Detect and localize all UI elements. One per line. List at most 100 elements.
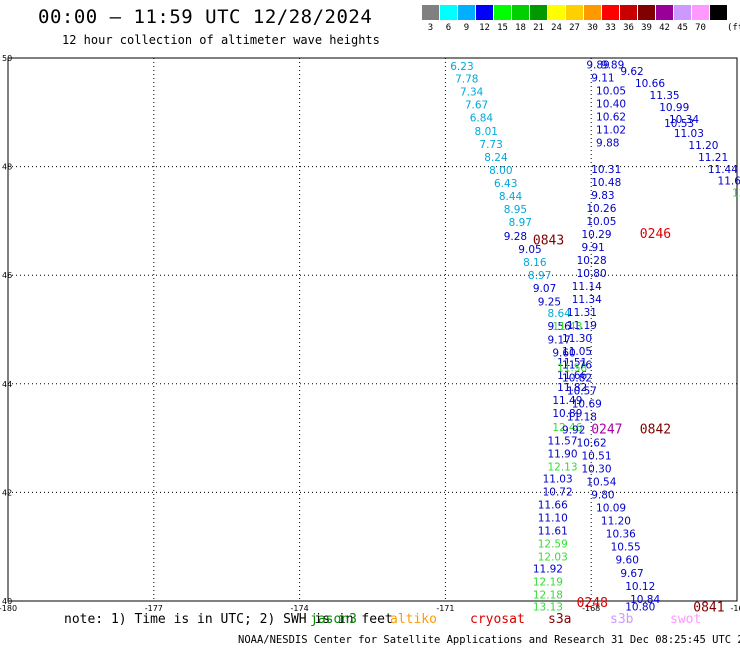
wave-height-value: 9.88 bbox=[596, 138, 619, 150]
wave-height-value: 10.80 bbox=[577, 268, 607, 280]
legend-swatch bbox=[440, 5, 457, 20]
pass-time-label: 0841 bbox=[693, 601, 724, 616]
wave-height-value: 11.43 bbox=[552, 321, 582, 333]
latitude-tick-label: 50 bbox=[2, 54, 12, 63]
satellite-name-s3b: s3b bbox=[610, 612, 634, 627]
wave-height-value: 9.17 bbox=[547, 334, 570, 346]
wave-height-value: 10.72 bbox=[543, 486, 573, 498]
wave-height-value: 11.34 bbox=[572, 294, 602, 306]
pass-time-label: 0842 bbox=[640, 422, 671, 437]
wave-height-value: 10.62 bbox=[577, 437, 607, 449]
wave-height-value: 8.16 bbox=[523, 257, 547, 269]
pass-time-label: 0246 bbox=[640, 227, 671, 242]
wave-height-value: 12.59 bbox=[538, 538, 568, 550]
wave-height-value: 11.05 bbox=[562, 346, 592, 358]
wave-height-value: 10.53 bbox=[664, 118, 694, 130]
wave-height-value: 11.18 bbox=[567, 411, 597, 423]
wave-height-value: 6.23 bbox=[450, 61, 473, 73]
wave-height-value: 8.24 bbox=[484, 152, 508, 164]
wave-height-value: 11.02 bbox=[596, 125, 626, 137]
wave-height-value: 11.35 bbox=[650, 90, 680, 102]
legend-swatch bbox=[476, 5, 493, 20]
wave-height-value: 8.97 bbox=[528, 270, 551, 282]
wave-height-value: 8.64 bbox=[547, 308, 571, 320]
legend-unit: (ft) bbox=[727, 23, 740, 33]
satellite-name-s3a: s3a bbox=[548, 612, 572, 627]
wave-height-value: 10.57 bbox=[567, 385, 597, 397]
wave-height-value: 11.19 bbox=[567, 320, 597, 332]
wave-height-value: 9.11 bbox=[591, 73, 614, 85]
wave-height-value: 11.44 bbox=[708, 164, 738, 176]
longitude-tick-label: -177 bbox=[145, 604, 163, 613]
wave-height-value: 11.57 bbox=[547, 435, 577, 447]
wave-height-value: 10.09 bbox=[596, 503, 626, 515]
wave-height-value: 11.31 bbox=[567, 307, 597, 319]
legend-swatch bbox=[692, 5, 709, 20]
wave-height-value: 7.73 bbox=[479, 139, 502, 151]
wave-height-value: 10.51 bbox=[581, 450, 611, 462]
wave-height-value: 9.56 bbox=[547, 321, 571, 333]
legend-label: 24 bbox=[551, 23, 562, 33]
longitude-tick-label: -174 bbox=[291, 604, 309, 613]
legend-label: 42 bbox=[659, 23, 670, 33]
longitude-tick-label: -168 bbox=[582, 604, 600, 613]
wave-height-value: 9.89 bbox=[601, 60, 624, 72]
wave-height-value: 12.19 bbox=[533, 576, 563, 588]
legend-label: 9 bbox=[463, 23, 470, 33]
wave-height-value: 11.76 bbox=[562, 359, 592, 371]
wave-height-value: 9.91 bbox=[581, 242, 604, 254]
legend-label: 15 bbox=[497, 23, 508, 33]
legend-label: 33 bbox=[605, 23, 616, 33]
map-frame bbox=[7, 57, 738, 602]
wave-height-value: 8.44 bbox=[499, 191, 523, 203]
longitude-tick-label: -171 bbox=[436, 604, 454, 613]
wave-height-value: 7.78 bbox=[455, 74, 478, 86]
wave-height-value: 11.82 bbox=[557, 382, 587, 394]
latitude-tick-label: 46 bbox=[2, 271, 12, 280]
pass-time-label: 0248 bbox=[577, 596, 608, 611]
wave-height-value: 6.84 bbox=[470, 113, 494, 125]
wave-height-value: 10.69 bbox=[572, 398, 602, 410]
wave-height-value: 11.14 bbox=[572, 281, 602, 293]
wave-height-value: 11.66 bbox=[557, 370, 587, 382]
wave-height-value: 11.49 bbox=[552, 395, 582, 407]
wave-height-value: 10.05 bbox=[586, 216, 616, 228]
legend-label: 30 bbox=[587, 23, 598, 33]
wave-height-value: 11.58 bbox=[557, 363, 587, 375]
legend-label: 27 bbox=[569, 23, 580, 33]
wave-height-value: 11.60 bbox=[718, 176, 740, 188]
map-title: 00:00 – 11:59 UTC 12/28/2024 bbox=[38, 6, 373, 28]
wave-height-value: 12.18 bbox=[533, 589, 563, 601]
wave-height-value: 11.61 bbox=[538, 525, 568, 537]
legend-label: 12 bbox=[479, 23, 490, 33]
wave-height-value: 10.30 bbox=[581, 464, 611, 476]
legend-swatch bbox=[422, 5, 439, 20]
legend-swatch bbox=[602, 5, 619, 20]
legend-swatch bbox=[530, 5, 547, 20]
satellite-name-cryosat: cryosat bbox=[470, 612, 525, 627]
wave-height-value: 9.62 bbox=[620, 66, 643, 78]
wave-height-value: 11.20 bbox=[601, 516, 631, 528]
wave-height-value: 10.34 bbox=[669, 114, 699, 126]
wave-height-value: 10.40 bbox=[596, 99, 626, 111]
wave-height-value: 9.07 bbox=[533, 283, 556, 295]
wave-height-value: 12.13 bbox=[547, 461, 577, 473]
note-text: note: 1) Time is in UTC; 2) SWH is in fe… bbox=[64, 612, 393, 627]
legend-label: 36 bbox=[623, 23, 634, 33]
legend-swatch bbox=[494, 5, 511, 20]
wave-height-value: 11.30 bbox=[562, 333, 592, 345]
wave-height-value: 10.80 bbox=[625, 601, 655, 613]
wave-height-value: 7.67 bbox=[465, 100, 488, 112]
wave-height-value: 11.20 bbox=[688, 140, 718, 152]
wave-height-value: 9.67 bbox=[620, 568, 643, 580]
wave-height-value: 10.82 bbox=[562, 372, 592, 384]
wave-height-value: 11.10 bbox=[538, 512, 568, 524]
wave-height-value: 10.54 bbox=[586, 477, 616, 489]
wave-height-value: 13.13 bbox=[533, 601, 563, 613]
wave-height-value: 8.95 bbox=[504, 204, 527, 216]
pass-time-label: 0247 bbox=[591, 422, 622, 437]
wave-height-value: 9.89 bbox=[586, 60, 609, 72]
wave-height-value: 10.62 bbox=[596, 112, 626, 124]
wave-height-value: 11.51 bbox=[557, 357, 587, 369]
wave-height-value: 11.66 bbox=[538, 499, 568, 511]
